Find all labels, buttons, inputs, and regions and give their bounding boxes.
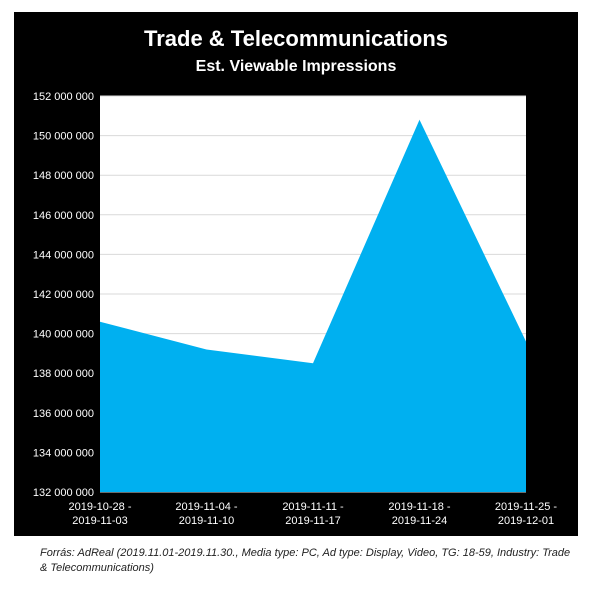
y-tick-label: 148 000 000 <box>33 170 94 182</box>
x-tick-label: 2019-11-25 -2019-12-01 <box>495 501 558 527</box>
y-tick-label: 150 000 000 <box>33 131 94 143</box>
y-tick-label: 140 000 000 <box>33 329 94 341</box>
chart-frame: Trade & Telecommunications Est. Viewable… <box>14 12 578 536</box>
x-tick-label: 2019-11-11 -2019-11-17 <box>282 501 344 527</box>
x-tick-label: 2019-11-04 -2019-11-10 <box>175 501 238 527</box>
y-tick-label: 138 000 000 <box>33 368 94 380</box>
y-tick-label: 146 000 000 <box>33 210 94 222</box>
y-tick-label: 142 000 000 <box>33 289 94 301</box>
y-tick-label: 136 000 000 <box>33 408 94 420</box>
y-tick-label: 152 000 000 <box>33 91 94 103</box>
y-tick-label: 144 000 000 <box>33 249 94 261</box>
chart-subtitle: Est. Viewable Impressions <box>195 58 397 75</box>
area-series <box>100 119 526 492</box>
source-note: Forrás: AdReal (2019.11.01-2019.11.30., … <box>40 547 571 574</box>
chart-title: Trade & Telecommunications <box>143 26 448 51</box>
y-tick-label: 132 000 000 <box>33 487 94 499</box>
chart-plot: 132 000 000 134 000 000 136 000 000 138 000… <box>33 91 558 527</box>
x-tick-label: 2019-10-28 -2019-11-03 <box>69 501 132 527</box>
y-tick-label: 134 000 000 <box>33 447 94 459</box>
x-tick-label: 2019-11-18 -2019-11-24 <box>388 501 451 527</box>
